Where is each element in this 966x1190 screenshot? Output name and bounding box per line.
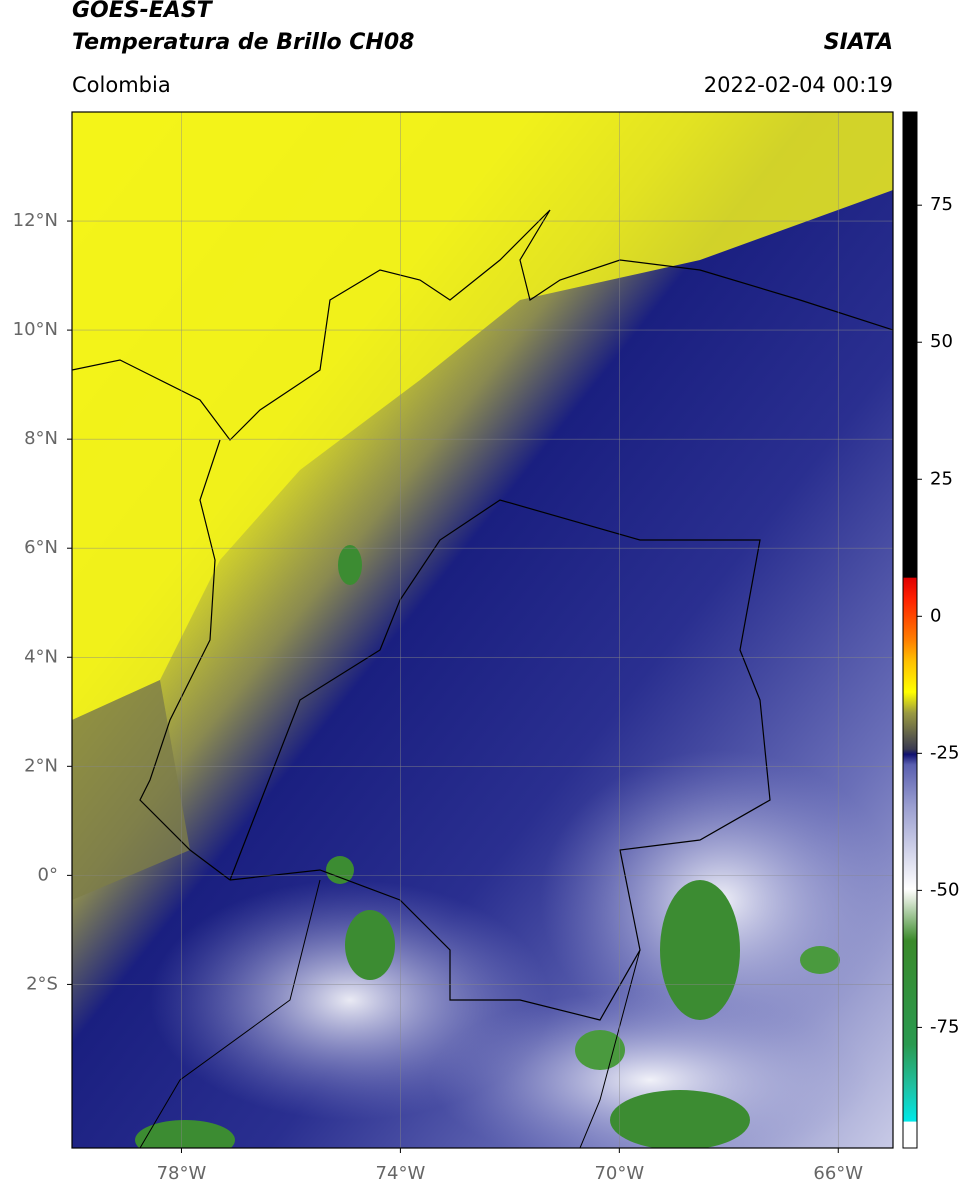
lat-tick-label: 10°N [13, 319, 58, 340]
lon-tick-label: 66°W [813, 1163, 863, 1184]
lat-tick-label: 12°N [13, 210, 58, 231]
lon-tick-label: 78°W [157, 1163, 207, 1184]
lat-tick-label: 8°N [24, 428, 58, 449]
map-frame [71, 111, 894, 1149]
lat-tick-label: 4°N [24, 646, 58, 667]
colorbar-tick-label: -75 [930, 1016, 959, 1037]
product-title: Temperatura de Brillo CH08 [72, 30, 415, 55]
colorbar-tick-label: 25 [930, 468, 953, 489]
imagery [72, 112, 893, 1148]
lat-tick-label: 6°N [24, 537, 58, 558]
lat-tick-label: 0° [38, 864, 58, 885]
datetime-label: 2022-02-04 00:19 [703, 73, 893, 97]
lon-tick-label: 74°W [376, 1163, 426, 1184]
colorbar-tick-label: 75 [930, 194, 953, 215]
lon-tick-label: 70°W [594, 1163, 644, 1184]
colorbar-tick-label: -25 [930, 742, 959, 763]
colorbar-tick-label: 50 [930, 331, 953, 352]
colorbar-tick-label: -50 [930, 879, 959, 900]
colorbar [903, 112, 917, 1148]
source-label: SIATA [823, 30, 893, 55]
colorbar-frame [902, 111, 918, 1149]
colorbar-tick-label: 0 [930, 605, 941, 626]
lat-tick-label: 2°N [24, 755, 58, 776]
lat-tick-label: 2°S [26, 973, 58, 994]
region-label: Colombia [72, 73, 171, 97]
satellite-title: GOES-EAST [72, 0, 212, 23]
